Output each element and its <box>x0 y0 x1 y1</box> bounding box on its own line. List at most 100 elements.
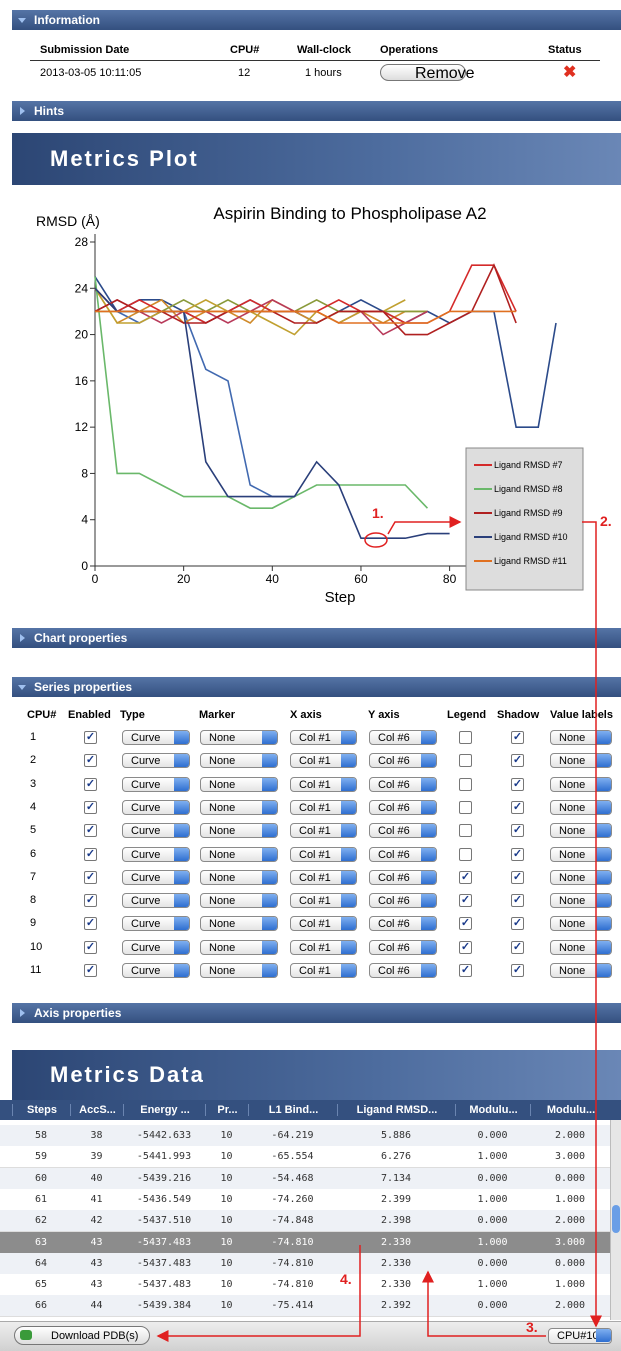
select[interactable]: None <box>200 823 278 839</box>
checkbox[interactable]: ✓ <box>511 800 524 814</box>
select[interactable]: None <box>550 916 612 932</box>
select[interactable]: None <box>200 730 278 745</box>
checkbox[interactable]: ✓ <box>511 847 524 861</box>
checkbox[interactable]: ✓ <box>511 917 524 931</box>
select[interactable]: Col #1 <box>290 869 357 885</box>
select[interactable]: Col #6 <box>369 869 437 885</box>
checkbox[interactable]: ✓ <box>84 870 97 884</box>
checkbox[interactable]: ✓ <box>84 800 97 814</box>
select[interactable]: Col #1 <box>290 823 357 839</box>
cell: 1 <box>30 731 37 743</box>
cell: 10 <box>220 1193 233 1205</box>
select[interactable]: Col #6 <box>369 776 437 792</box>
select[interactable]: None <box>550 939 612 955</box>
checkbox[interactable]: ✓ <box>459 940 472 954</box>
checkbox[interactable] <box>459 754 472 768</box>
select[interactable]: Col #6 <box>369 823 437 839</box>
download-button[interactable]: Download PDB(s) <box>14 1326 150 1345</box>
select[interactable]: Col #6 <box>369 753 437 769</box>
select[interactable]: None <box>550 776 612 792</box>
select[interactable]: Col #1 <box>290 893 357 909</box>
select[interactable]: None <box>200 869 278 885</box>
select[interactable]: None <box>550 893 612 909</box>
checkbox[interactable]: ✓ <box>511 964 524 977</box>
scroll-thumb[interactable] <box>612 1205 620 1233</box>
select[interactable]: None <box>550 823 612 839</box>
chart-properties-bar[interactable]: Chart properties <box>12 628 621 648</box>
select[interactable]: None <box>200 963 278 978</box>
checkbox[interactable]: ✓ <box>84 777 97 791</box>
checkbox[interactable]: ✓ <box>84 731 97 744</box>
select[interactable]: Curve <box>122 963 190 978</box>
checkbox[interactable]: ✓ <box>511 870 524 884</box>
checkbox[interactable]: ✓ <box>84 894 97 908</box>
hints-bar[interactable]: Hints <box>12 101 621 121</box>
checkbox[interactable]: ✓ <box>84 824 97 838</box>
checkbox[interactable]: ✓ <box>459 894 472 908</box>
select[interactable]: None <box>550 869 612 885</box>
select[interactable]: None <box>200 916 278 932</box>
select[interactable]: None <box>200 846 278 862</box>
axis-properties-bar[interactable]: Axis properties <box>12 1003 621 1023</box>
select[interactable]: Curve <box>122 799 190 815</box>
select[interactable]: Col #1 <box>290 799 357 815</box>
select[interactable]: Col #1 <box>290 730 357 745</box>
select[interactable]: Col #6 <box>369 799 437 815</box>
select[interactable]: None <box>550 730 612 745</box>
select[interactable]: Curve <box>122 846 190 862</box>
select[interactable]: Curve <box>122 869 190 885</box>
checkbox[interactable]: ✓ <box>511 731 524 744</box>
checkbox[interactable]: ✓ <box>511 894 524 908</box>
cell: 60 <box>34 1172 48 1184</box>
select[interactable]: Curve <box>122 893 190 909</box>
select[interactable]: Col #1 <box>290 963 357 978</box>
select[interactable]: Col #1 <box>290 846 357 862</box>
select[interactable]: Curve <box>122 823 190 839</box>
checkbox[interactable] <box>459 731 472 744</box>
select[interactable]: None <box>550 846 612 862</box>
select[interactable]: Col #6 <box>369 893 437 909</box>
select[interactable]: Col #1 <box>290 776 357 792</box>
series-properties-bar[interactable]: Series properties <box>12 677 621 697</box>
select[interactable]: None <box>200 939 278 955</box>
select[interactable]: None <box>200 893 278 909</box>
select[interactable]: Col #6 <box>369 939 437 955</box>
select[interactable]: None <box>200 753 278 769</box>
checkbox[interactable]: ✓ <box>459 870 472 884</box>
checkbox[interactable]: ✓ <box>459 964 472 977</box>
select[interactable]: Col #1 <box>290 916 357 932</box>
select[interactable]: None <box>550 799 612 815</box>
checkbox[interactable]: ✓ <box>511 754 524 768</box>
select[interactable]: Col #6 <box>369 963 437 978</box>
checkbox[interactable]: ✓ <box>511 824 524 838</box>
checkbox[interactable]: ✓ <box>511 777 524 791</box>
checkbox[interactable] <box>459 777 472 791</box>
select[interactable]: Col #6 <box>369 730 437 745</box>
checkbox[interactable] <box>459 824 472 838</box>
select[interactable]: Col #1 <box>290 939 357 955</box>
checkbox[interactable] <box>459 847 472 861</box>
checkbox[interactable] <box>459 800 472 814</box>
select[interactable]: Curve <box>122 939 190 955</box>
select[interactable]: Col #6 <box>369 916 437 932</box>
select[interactable]: None <box>200 799 278 815</box>
checkbox[interactable]: ✓ <box>84 964 97 977</box>
checkbox[interactable]: ✓ <box>511 940 524 954</box>
cell: 9 <box>30 917 37 930</box>
select[interactable]: Col #1 <box>290 753 357 769</box>
select[interactable]: Col #6 <box>369 846 437 862</box>
select[interactable]: None <box>550 753 612 769</box>
select[interactable]: Curve <box>122 730 190 745</box>
checkbox[interactable]: ✓ <box>84 940 97 954</box>
select[interactable]: Curve <box>122 916 190 932</box>
checkbox[interactable]: ✓ <box>84 754 97 768</box>
information-bar[interactable]: Information <box>12 10 621 30</box>
checkbox[interactable]: ✓ <box>84 917 97 931</box>
cpu-select[interactable]: CPU#10 <box>548 1328 612 1344</box>
select[interactable]: Curve <box>122 753 190 769</box>
checkbox[interactable]: ✓ <box>459 917 472 931</box>
checkbox[interactable]: ✓ <box>84 847 97 861</box>
select[interactable]: None <box>200 776 278 792</box>
select[interactable]: None <box>550 963 612 978</box>
select[interactable]: Curve <box>122 776 190 792</box>
